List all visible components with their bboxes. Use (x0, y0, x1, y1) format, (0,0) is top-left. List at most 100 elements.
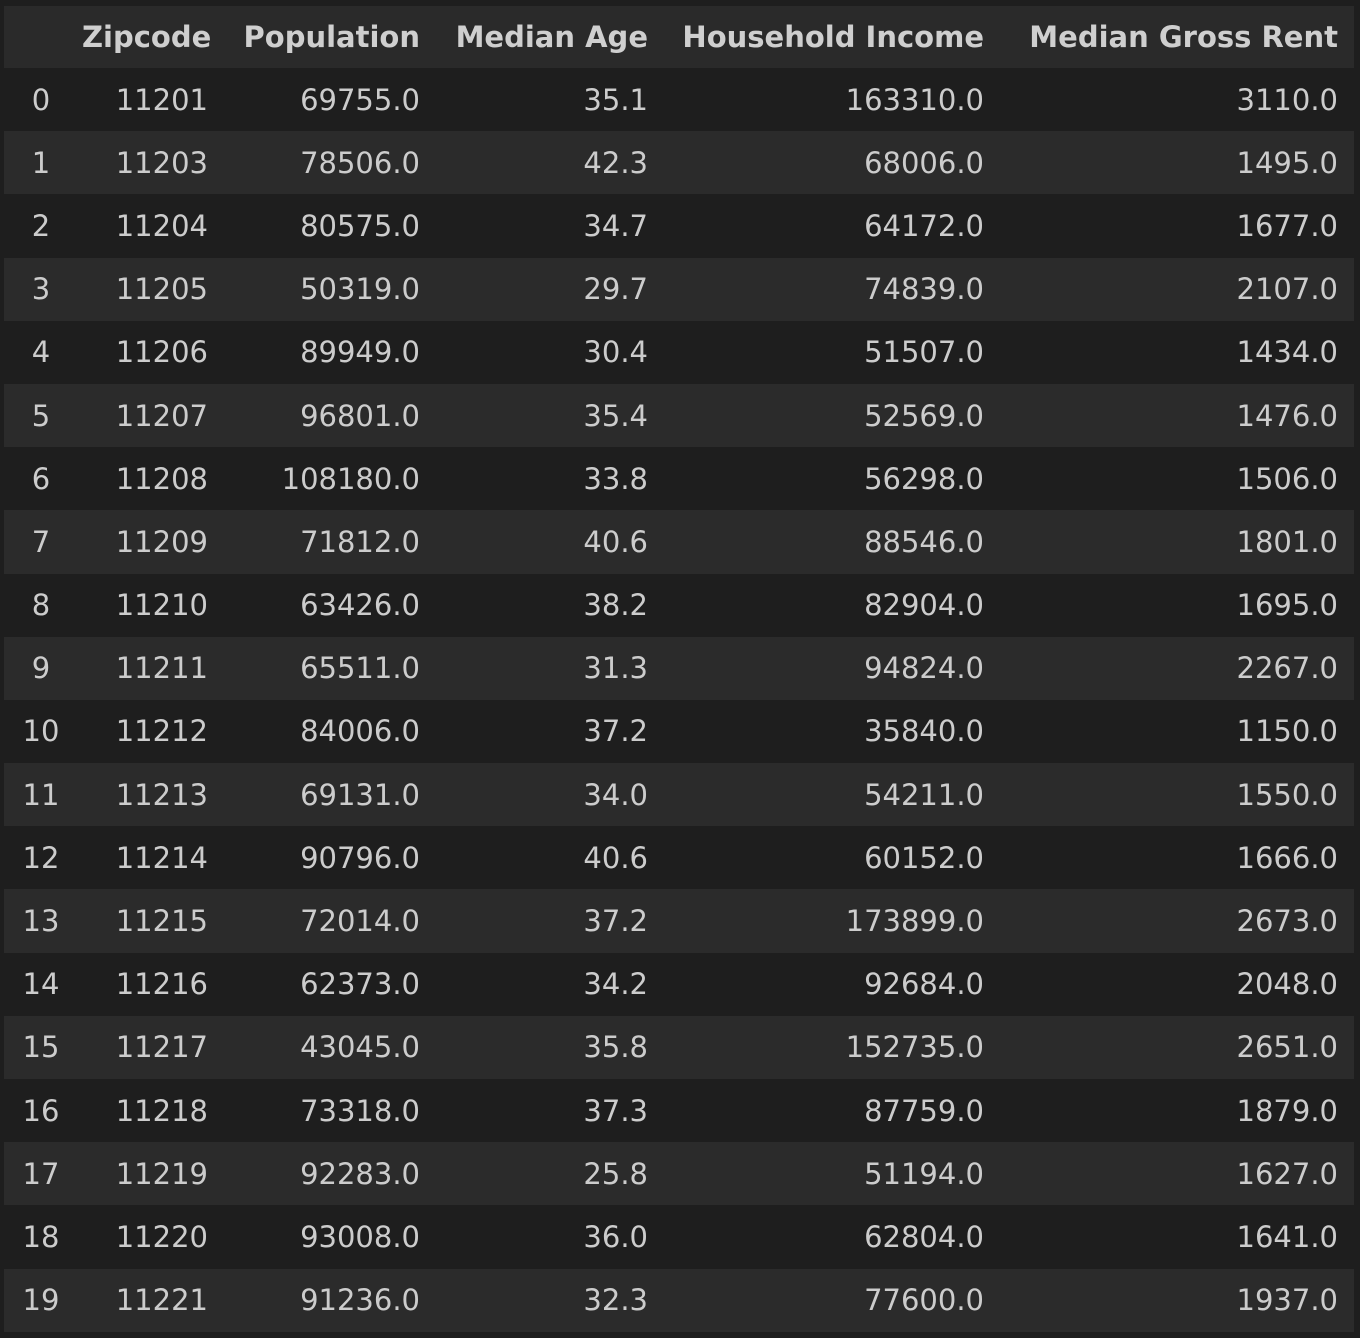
median-gross-rent-cell: 2107.0 (1236, 272, 1338, 307)
row-index: 15 (22, 1030, 60, 1065)
household-income-cell: 60152.0 (864, 840, 984, 875)
median-gross-rent-cell: 1476.0 (1236, 398, 1338, 433)
table-header: Zipcode Population Median Age Household … (4, 6, 1354, 68)
median-gross-rent-cell: 2651.0 (1236, 1030, 1338, 1065)
median-age-cell: 40.6 (583, 524, 648, 559)
row-index: 6 (31, 461, 51, 496)
row-index: 5 (31, 398, 51, 433)
household-income-cell: 87759.0 (864, 1093, 984, 1128)
median-age-cell: 34.7 (583, 208, 648, 243)
median-age-cell: 29.7 (583, 272, 648, 307)
table-row: 18 11220 93008.0 36.0 62804.0 1641.0 (4, 1205, 1354, 1269)
household-income-cell: 56298.0 (864, 461, 984, 496)
median-gross-rent-cell: 2048.0 (1236, 967, 1338, 1002)
median-age-cell: 37.2 (583, 714, 648, 749)
column-header-population: Population (243, 20, 420, 54)
median-gross-rent-cell: 1695.0 (1236, 588, 1338, 623)
zipcode-cell: 11208 (115, 461, 208, 496)
household-income-cell: 64172.0 (864, 208, 984, 243)
household-income-cell: 77600.0 (864, 1283, 984, 1318)
population-cell: 71812.0 (300, 524, 420, 559)
population-cell: 93008.0 (300, 1219, 420, 1254)
table-row: 1 11203 78506.0 42.3 68006.0 1495.0 (4, 131, 1354, 195)
row-index: 18 (22, 1219, 60, 1254)
median-gross-rent-cell: 1495.0 (1236, 145, 1338, 180)
median-gross-rent-cell: 1666.0 (1236, 840, 1338, 875)
population-cell: 90796.0 (300, 840, 420, 875)
table-row: 3 11205 50319.0 29.7 74839.0 2107.0 (4, 257, 1354, 321)
median-age-cell: 40.6 (583, 840, 648, 875)
household-income-cell: 35840.0 (864, 714, 984, 749)
row-index: 0 (31, 82, 51, 117)
zipcode-cell: 11207 (115, 398, 208, 433)
header-row: Zipcode Population Median Age Household … (4, 6, 1354, 68)
median-age-cell: 33.8 (583, 461, 648, 496)
median-age-cell: 34.0 (583, 777, 648, 812)
population-cell: 43045.0 (300, 1030, 420, 1065)
zipcode-cell: 11214 (115, 840, 208, 875)
row-index: 17 (22, 1156, 60, 1191)
column-header-household-income: Household Income (682, 20, 984, 54)
table-row: 15 11217 43045.0 35.8 152735.0 2651.0 (4, 1015, 1354, 1079)
population-cell: 73318.0 (300, 1093, 420, 1128)
zipcode-cell: 11204 (115, 208, 208, 243)
median-age-cell: 34.2 (583, 967, 648, 1002)
row-index: 4 (31, 335, 51, 370)
row-index: 16 (22, 1093, 60, 1128)
household-income-cell: 62804.0 (864, 1219, 984, 1254)
zipcode-cell: 11211 (115, 651, 208, 686)
household-income-cell: 92684.0 (864, 967, 984, 1002)
population-cell: 89949.0 (300, 335, 420, 370)
median-age-cell: 35.1 (583, 82, 648, 117)
zipcode-cell: 11212 (115, 714, 208, 749)
zipcode-cell: 11218 (115, 1093, 208, 1128)
median-gross-rent-cell: 1641.0 (1236, 1219, 1338, 1254)
table-row: 8 11210 63426.0 38.2 82904.0 1695.0 (4, 573, 1354, 637)
zipcode-cell: 11213 (115, 777, 208, 812)
median-gross-rent-cell: 1677.0 (1236, 208, 1338, 243)
row-index: 11 (22, 777, 60, 812)
population-cell: 108180.0 (281, 461, 420, 496)
zipcode-cell: 11210 (115, 588, 208, 623)
table-row: 0 11201 69755.0 35.1 163310.0 3110.0 (4, 68, 1354, 132)
zipcode-cell: 11215 (115, 904, 208, 939)
household-income-cell: 54211.0 (864, 777, 984, 812)
population-cell: 63426.0 (300, 588, 420, 623)
median-gross-rent-cell: 1550.0 (1236, 777, 1338, 812)
row-index: 3 (31, 272, 51, 307)
household-income-cell: 51507.0 (864, 335, 984, 370)
table-row: 9 11211 65511.0 31.3 94824.0 2267.0 (4, 636, 1354, 700)
zipcode-cell: 11206 (115, 335, 208, 370)
median-gross-rent-cell: 2673.0 (1236, 904, 1338, 939)
population-cell: 72014.0 (300, 904, 420, 939)
population-cell: 84006.0 (300, 714, 420, 749)
row-index: 9 (31, 651, 51, 686)
table-row: 10 11212 84006.0 37.2 35840.0 1150.0 (4, 699, 1354, 764)
median-age-cell: 31.3 (583, 651, 648, 686)
dataframe-table: Zipcode Population Median Age Household … (4, 6, 1354, 1332)
household-income-cell: 52569.0 (864, 398, 984, 433)
median-age-cell: 35.4 (583, 398, 648, 433)
column-header-zipcode: Zipcode (82, 20, 212, 54)
table-row: 2 11204 80575.0 34.7 64172.0 1677.0 (4, 194, 1354, 258)
household-income-cell: 94824.0 (864, 651, 984, 686)
population-cell: 92283.0 (300, 1156, 420, 1191)
row-index: 1 (31, 145, 51, 180)
population-cell: 50319.0 (300, 272, 420, 307)
median-age-cell: 37.2 (583, 904, 648, 939)
median-age-cell: 37.3 (583, 1093, 648, 1128)
table-row: 14 11216 62373.0 34.2 92684.0 2048.0 (4, 952, 1354, 1016)
row-index: 2 (31, 208, 51, 243)
table-row: 7 11209 71812.0 40.6 88546.0 1801.0 (4, 510, 1354, 574)
table-row: 6 11208 108180.0 33.8 56298.0 1506.0 (4, 447, 1354, 511)
table-row: 16 11218 73318.0 37.3 87759.0 1879.0 (4, 1079, 1354, 1143)
table-row: 12 11214 90796.0 40.6 60152.0 1666.0 (4, 826, 1354, 890)
median-gross-rent-cell: 1150.0 (1236, 714, 1338, 749)
household-income-cell: 163310.0 (845, 82, 984, 117)
household-income-cell: 68006.0 (864, 145, 984, 180)
population-cell: 78506.0 (300, 145, 420, 180)
zipcode-cell: 11216 (115, 967, 208, 1002)
zipcode-cell: 11219 (115, 1156, 208, 1191)
row-index: 19 (22, 1283, 60, 1318)
row-index: 12 (22, 840, 60, 875)
